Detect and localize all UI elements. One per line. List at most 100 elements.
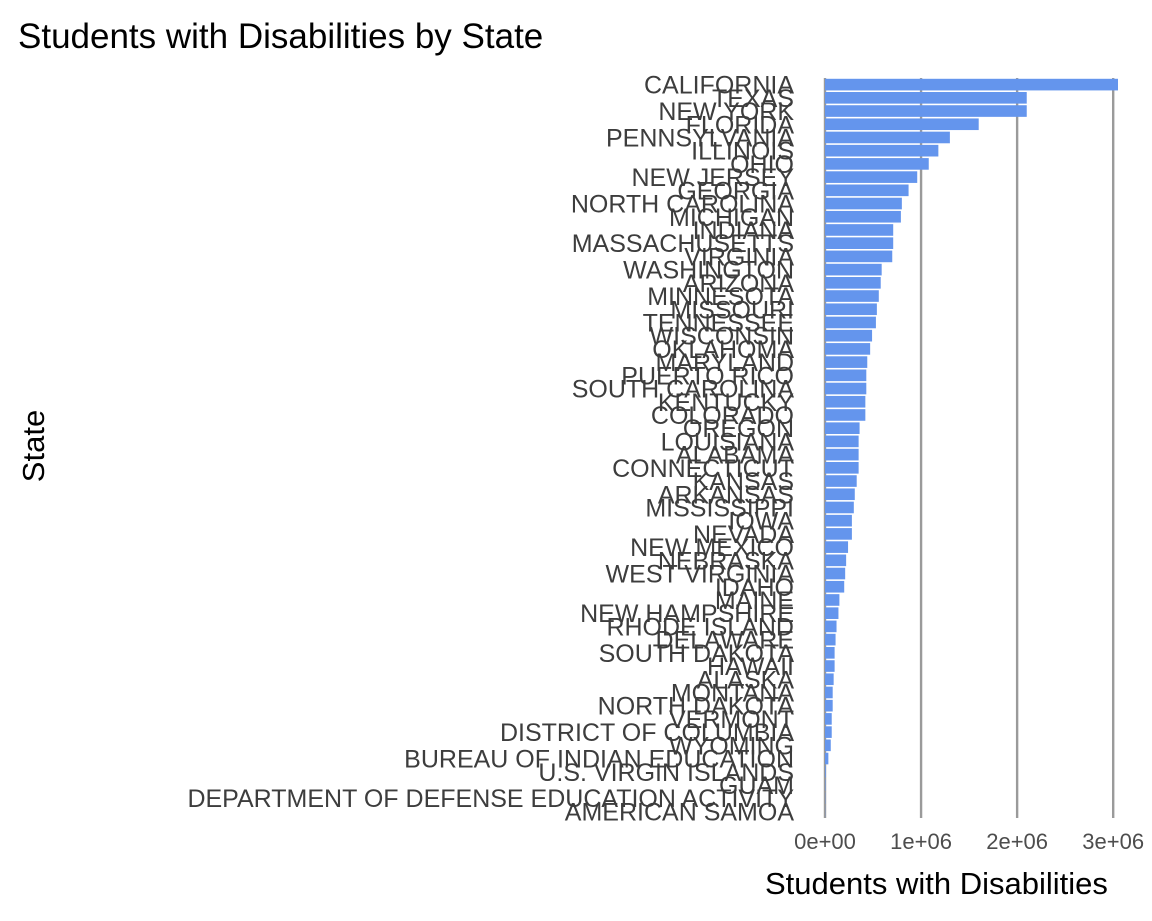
bar xyxy=(825,356,868,368)
bar xyxy=(825,210,901,223)
category-label: MASSACHUSETTS xyxy=(572,230,794,258)
category-label: SOUTH CAROLINA xyxy=(572,376,795,404)
category-label: ARKANSAS xyxy=(658,481,794,509)
bar xyxy=(825,329,873,342)
category-label: KENTUCKY xyxy=(658,389,794,417)
category-label: GEORGIA xyxy=(677,177,794,205)
category-label: RHODE ISLAND xyxy=(606,613,794,641)
y-axis-title: State xyxy=(16,410,51,482)
category-label: WASHINGTON xyxy=(623,257,794,285)
category-label: VIRGINIA xyxy=(684,243,794,271)
category-label: INDIANA xyxy=(693,217,795,245)
bar xyxy=(825,739,831,752)
x-tick-label-2: 2e+06 xyxy=(986,829,1048,854)
category-label: NEW JERSEY xyxy=(631,164,794,192)
bar xyxy=(825,462,859,474)
bar xyxy=(825,316,876,329)
category-label: NEW HAMPSHIRE xyxy=(580,600,794,628)
bar xyxy=(825,171,918,183)
bar xyxy=(825,158,929,170)
category-label: NORTH CAROLINA xyxy=(571,191,795,219)
x-tick-label-3: 3e+06 xyxy=(1082,829,1144,854)
category-label: NORTH DAKOTA xyxy=(598,693,795,721)
bar xyxy=(825,686,833,699)
bars xyxy=(825,78,1118,818)
bar xyxy=(825,501,854,514)
bar xyxy=(825,620,837,633)
category-label: BUREAU OF INDIAN EDUCATION xyxy=(404,746,794,774)
bar xyxy=(825,382,867,395)
bar xyxy=(825,197,902,210)
bar xyxy=(825,78,1118,91)
bar xyxy=(825,343,871,355)
bar xyxy=(825,184,909,197)
category-label: NEW YORK xyxy=(658,98,794,126)
bar xyxy=(825,303,877,316)
bar xyxy=(825,726,832,738)
category-label: ALASKA xyxy=(697,666,795,694)
category-label: MONTANA xyxy=(671,679,794,707)
bar xyxy=(825,765,826,778)
category-label: FLORIDA xyxy=(686,111,795,139)
category-label: DELAWARE xyxy=(656,627,794,655)
bar xyxy=(825,647,835,659)
category-label: NEBRASKA xyxy=(658,547,794,575)
category-label: NEVADA xyxy=(693,521,794,549)
bar xyxy=(825,514,852,527)
bar xyxy=(825,541,849,553)
bar xyxy=(825,290,879,302)
category-label: DISTRICT OF COLUMBIA xyxy=(500,719,794,747)
category-label: HAWAII xyxy=(707,653,794,681)
x-axis-title: Students with Disabilities xyxy=(765,866,1108,901)
bar xyxy=(825,435,859,448)
category-label: OREGON xyxy=(683,415,794,443)
category-label: OKLAHOMA xyxy=(652,336,794,364)
bar xyxy=(825,673,834,686)
bar xyxy=(825,580,845,593)
category-label: CONNECTICUT xyxy=(612,455,794,483)
category-label: COLORADO xyxy=(651,402,794,430)
x-tick-label-0: 0e+00 xyxy=(794,829,856,854)
category-label: GUAM xyxy=(719,772,794,800)
category-label: SOUTH DAKOTA xyxy=(599,640,795,668)
category-label: AMERICAN SAMOA xyxy=(565,798,795,826)
category-label: MICHIGAN xyxy=(669,204,794,232)
category-label: MISSOURI xyxy=(670,296,794,324)
category-label: MAINE xyxy=(715,587,794,615)
category-label: PUERTO RICO xyxy=(621,362,794,390)
category-label: MINNESOTA xyxy=(647,283,794,311)
category-label: U.S. VIRGIN ISLANDS xyxy=(538,759,794,787)
bar xyxy=(825,118,979,131)
category-label: TEXAS xyxy=(712,85,794,113)
category-label: WEST VIRGINIA xyxy=(606,561,795,589)
bar xyxy=(825,528,852,540)
bar xyxy=(825,660,835,672)
bar xyxy=(825,144,939,157)
x-tick-label-1: 1e+06 xyxy=(890,829,952,854)
bar xyxy=(825,237,894,249)
bar xyxy=(825,607,839,619)
category-label: IDAHO xyxy=(715,574,794,602)
category-label: OHIO xyxy=(730,151,794,179)
x-axis-ticks: 0e+00 1e+06 2e+06 3e+06 xyxy=(794,829,1144,854)
category-label: CALIFORNIA xyxy=(644,72,794,100)
bar xyxy=(825,594,840,606)
category-label: LOUISIANA xyxy=(661,428,795,456)
bar xyxy=(825,277,881,289)
bar xyxy=(825,105,1027,117)
chart-title: Students with Disabilities by State xyxy=(18,17,543,56)
bar xyxy=(825,131,950,144)
category-label: VERMONT xyxy=(669,706,794,734)
bar xyxy=(825,448,859,461)
bar xyxy=(825,633,836,646)
category-label: NEW MEXICO xyxy=(630,534,794,562)
bar xyxy=(825,699,833,712)
bar xyxy=(825,567,846,580)
category-label: WISCONSIN xyxy=(650,323,794,351)
category-label: ALABAMA xyxy=(676,442,794,470)
category-label: ILLINOIS xyxy=(691,138,794,166)
bar xyxy=(825,224,894,236)
